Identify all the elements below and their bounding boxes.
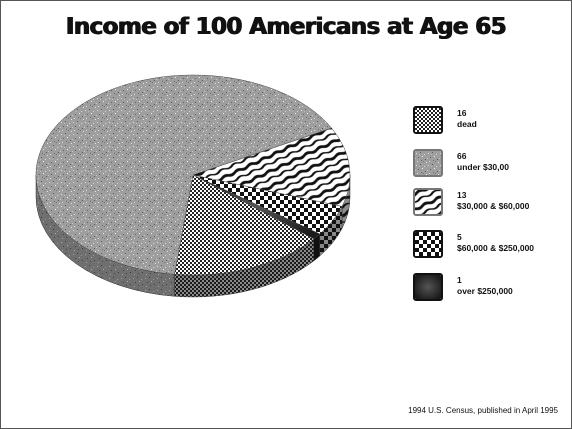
- legend-swatch-under-30000: [413, 149, 443, 177]
- legend-count: 5: [457, 232, 462, 242]
- legend-swatch-30000-60000: [413, 188, 443, 216]
- legend-label: under $30,00: [457, 162, 509, 172]
- legend-label: $60,000 & $250,000: [457, 243, 535, 253]
- legend-swatch-60000-250000: [413, 230, 443, 258]
- legend-item-30000-60000: 13 $30,000 & $60,000: [413, 188, 563, 220]
- legend-swatch-dead: [413, 106, 443, 134]
- legend-count: 13: [457, 190, 467, 200]
- legend-swatch-over-250000: [413, 273, 443, 301]
- pie-sides: [35, 174, 351, 298]
- legend-item-over-250000: 1 over $250,000: [413, 273, 563, 305]
- pie-slice-under-30-00: [35, 74, 333, 275]
- source-note: 1994 U.S. Census, published in April 199…: [408, 406, 558, 415]
- legend-item-60000-250000: 5 $60,000 & $250,000: [413, 230, 563, 262]
- pie-tops: [35, 74, 351, 276]
- legend-count: 66: [457, 151, 467, 161]
- legend-count: 16: [457, 108, 467, 118]
- legend-label: $30,000 & $60,000: [457, 201, 530, 211]
- pie-slice-dead: [174, 174, 315, 276]
- legend-count: 1: [457, 275, 462, 285]
- legend-item-dead: 16 dead: [413, 106, 563, 138]
- legend-item-under-30000: 66 under $30,00: [413, 149, 563, 181]
- pie-slice-30-000-60-000: [192, 127, 351, 207]
- legend-label: over $250,000: [457, 286, 513, 296]
- chart-title: Income of 100 Americans at Age 65: [65, 14, 507, 40]
- legend-label: dead: [457, 119, 477, 129]
